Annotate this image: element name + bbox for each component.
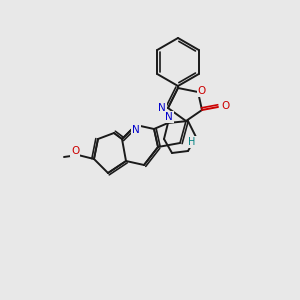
- Text: O: O: [222, 101, 230, 111]
- Text: O: O: [198, 86, 206, 96]
- Text: O: O: [71, 146, 79, 156]
- Text: N: N: [158, 103, 166, 113]
- Text: H: H: [188, 137, 196, 147]
- Text: N: N: [165, 112, 173, 122]
- Text: N: N: [132, 125, 140, 135]
